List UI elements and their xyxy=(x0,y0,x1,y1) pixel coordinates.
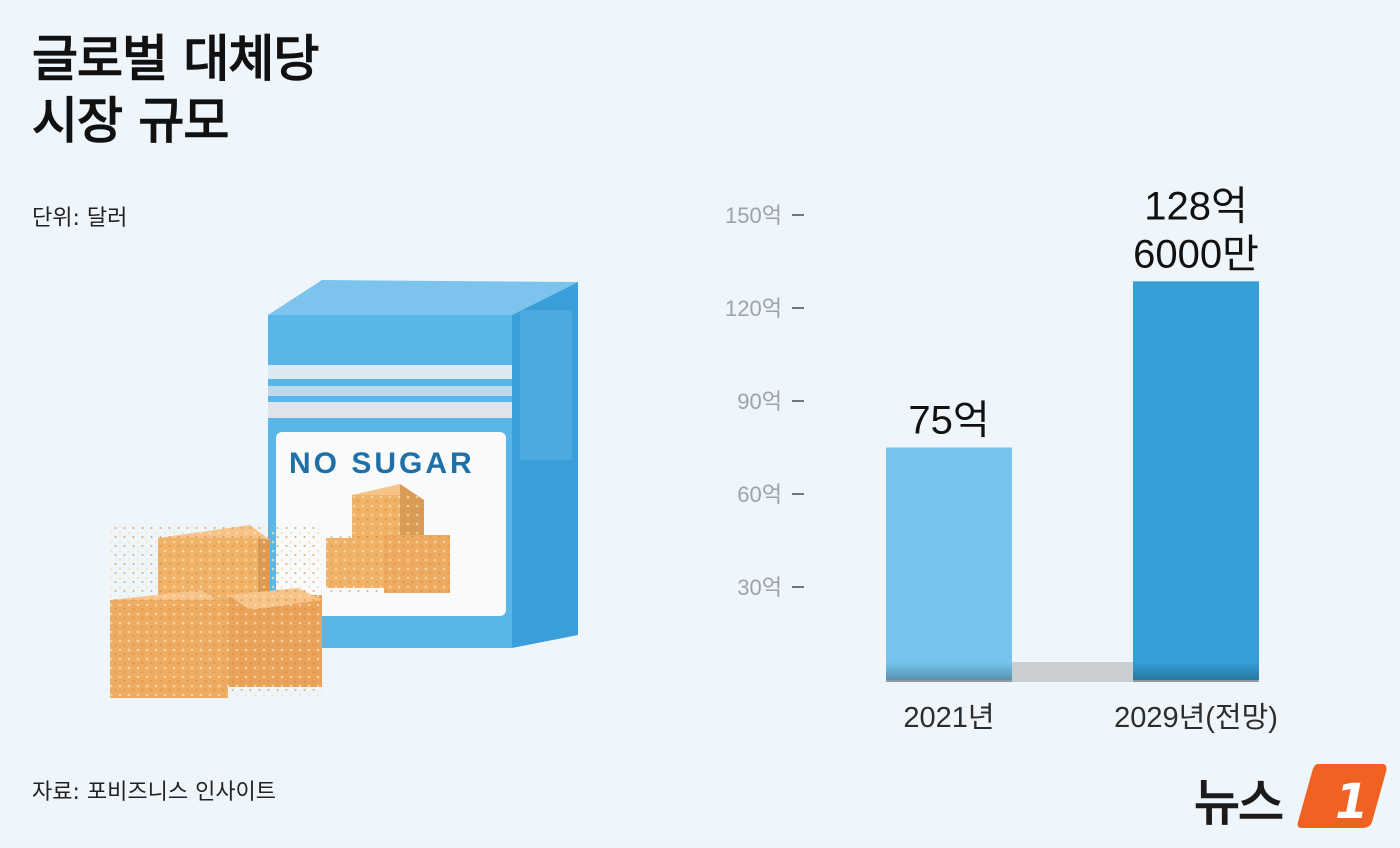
y-tick-label: 90억 xyxy=(737,389,782,414)
value-label: 128억 xyxy=(1144,184,1248,228)
logo-text: 뉴스 xyxy=(1194,774,1283,832)
source-label: 자료: 포비즈니스 인사이트 xyxy=(32,780,277,805)
chart-title: 글로벌 대체당 시장 규모 xyxy=(32,28,319,152)
no-sugar-box-illustration: NO SUGAR xyxy=(110,280,578,698)
logo-mark-text: 1 xyxy=(1335,774,1368,830)
sugar-cubes-in-box xyxy=(326,484,450,593)
bar-base-shade xyxy=(1133,662,1259,682)
sugar-cubes-loose xyxy=(110,525,322,698)
logo-mark xyxy=(1297,764,1387,828)
value-label: 75억 xyxy=(908,399,989,443)
title-line-1: 글로벌 대체당 xyxy=(32,30,319,88)
x-axis: 2021년 2029년(전망) xyxy=(903,702,1278,734)
y-axis: 30억 60억 90억 120억 150억 xyxy=(725,203,804,600)
x-category-label: 2021년 xyxy=(903,702,994,734)
y-tick-label: 60억 xyxy=(737,482,782,507)
news1-logo: 뉴스 1 xyxy=(1194,764,1387,832)
bar xyxy=(886,447,1012,680)
unit-label: 단위: 달러 xyxy=(32,206,128,231)
y-tick-label: 150억 xyxy=(725,203,782,228)
bar-base-shade xyxy=(886,662,1012,682)
value-label: 6000만 xyxy=(1133,232,1259,276)
y-tick-label: 30억 xyxy=(737,575,782,600)
y-tick-label: 120억 xyxy=(725,296,782,321)
box-label: NO SUGAR xyxy=(289,447,475,480)
x-category-label: 2029년(전망) xyxy=(1114,702,1278,734)
title-line-2: 시장 규모 xyxy=(32,92,229,150)
bars xyxy=(886,281,1259,682)
bar xyxy=(1133,281,1259,680)
